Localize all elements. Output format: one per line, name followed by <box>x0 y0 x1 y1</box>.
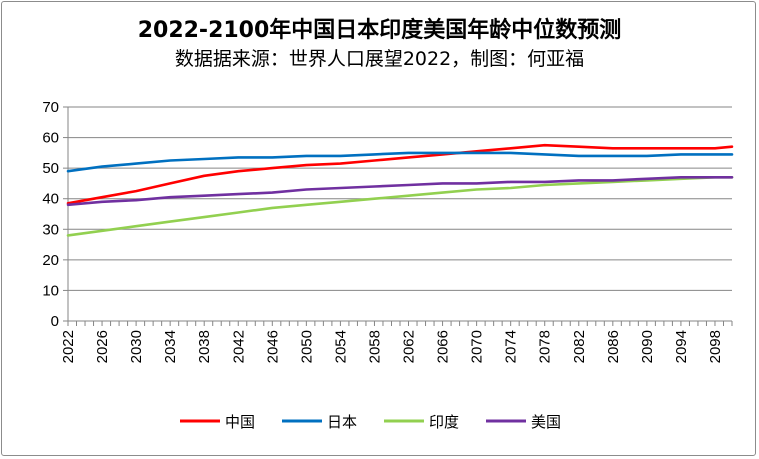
chart-title: 2022-2100年中国日本印度美国年龄中位数预测 <box>137 18 622 43</box>
x-tick-label: 2062 <box>401 330 418 363</box>
x-tick-label: 2066 <box>435 330 452 363</box>
y-tick-label: 20 <box>42 252 59 269</box>
y-tick-label: 0 <box>51 313 59 330</box>
x-tick-label: 2022 <box>60 330 77 363</box>
y-tick-label: 30 <box>42 221 59 238</box>
x-tick-label: 2058 <box>366 330 383 363</box>
x-tick-label: 2046 <box>264 330 281 363</box>
axes <box>67 107 732 322</box>
x-tick-label: 2026 <box>94 330 111 363</box>
x-tick-label: 2034 <box>162 330 179 363</box>
x-tick-label: 2074 <box>503 330 520 363</box>
x-tick-label: 2090 <box>639 330 656 363</box>
x-tick-label: 2070 <box>469 330 486 363</box>
series-line <box>66 176 734 237</box>
y-tick-label: 60 <box>42 130 59 147</box>
x-axis-ticks: 2022 2026 2030 2034 2038 2042 2046 2050 2054 2058… <box>60 321 733 363</box>
series-lines <box>66 143 734 237</box>
y-tick-label: 70 <box>42 99 59 116</box>
series-line <box>66 176 734 207</box>
gridlines <box>68 106 732 291</box>
x-tick-label: 2098 <box>707 330 724 363</box>
series-line <box>66 151 734 173</box>
x-tick-label: 2094 <box>673 330 690 363</box>
y-tick-label: 40 <box>42 191 59 208</box>
y-tick-label: 50 <box>42 160 59 177</box>
legend: 中国 日本 印度 美国 <box>180 413 561 431</box>
x-tick-label: 2030 <box>128 330 145 363</box>
x-tick-label: 2082 <box>571 330 588 363</box>
y-axis-ticks: 0 10 20 30 40 50 60 70 <box>42 99 68 330</box>
legend-label: 美国 <box>531 413 561 431</box>
legend-label: 印度 <box>429 413 459 431</box>
x-tick-label: 2042 <box>230 330 247 363</box>
x-tick-label: 2050 <box>298 330 315 363</box>
x-tick-label: 2038 <box>196 330 213 363</box>
x-tick-label: 2086 <box>605 330 622 363</box>
series-line <box>66 143 734 205</box>
legend-label: 日本 <box>327 413 357 431</box>
x-tick-label: 2078 <box>537 330 554 363</box>
legend-label: 中国 <box>225 413 255 431</box>
y-tick-label: 10 <box>42 282 59 299</box>
chart-subtitle: 数据据来源：世界人口展望2022，制图：何亚福 <box>174 48 585 70</box>
x-tick-label: 2054 <box>332 330 349 363</box>
